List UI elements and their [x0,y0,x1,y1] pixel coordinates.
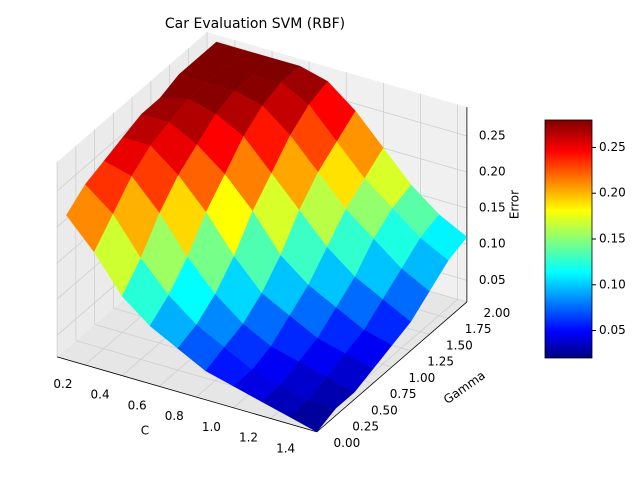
x-tick-label: 0.2 [53,377,72,391]
z-tick-label: 0.10 [479,237,506,251]
x-tick-label: 0.4 [91,388,110,402]
y-tick-label: 1.25 [427,355,454,369]
axis-line [56,356,318,433]
x-tick-label: 0.8 [165,409,184,423]
colorbar-tick-label: 0.15 [599,232,626,246]
colorbar [544,119,593,359]
y-tick-label: 1.50 [446,338,473,352]
colorbar-tick-label: 0.10 [599,277,626,291]
x-tick-label: 1.0 [202,420,221,434]
axis-line [316,301,468,433]
colorbar-tick-label: 0.20 [599,186,626,200]
colorbar-tick-label: 0.05 [599,323,626,337]
colorbar-tick-label: 0.25 [599,140,626,154]
z-axis-label: Error [507,190,521,219]
y-tick-label: 0.25 [352,420,379,434]
y-tick-label: 0.75 [390,387,417,401]
chart-title: Car Evaluation SVM (RBF) [165,16,345,32]
y-tick-label: 1.75 [465,322,492,336]
surface-patch [288,400,337,433]
z-tick-label: 0.05 [479,273,506,287]
y-tick-label: 0.00 [334,436,361,450]
x-tick-label: 1.2 [239,431,258,445]
z-tick-label: 0.15 [479,201,506,215]
x-tick-label: 0.6 [128,398,147,412]
y-axis-label: Gamma [441,368,488,407]
x-tick-label: 1.4 [276,441,295,455]
z-tick-label: 0.25 [479,128,506,142]
z-tick-label: 0.20 [479,165,506,179]
y-tick-label: 1.00 [409,371,436,385]
y-tick-label: 0.50 [371,403,398,417]
y-tick-label: 2.00 [484,306,511,320]
x-axis-label: C [141,423,149,437]
